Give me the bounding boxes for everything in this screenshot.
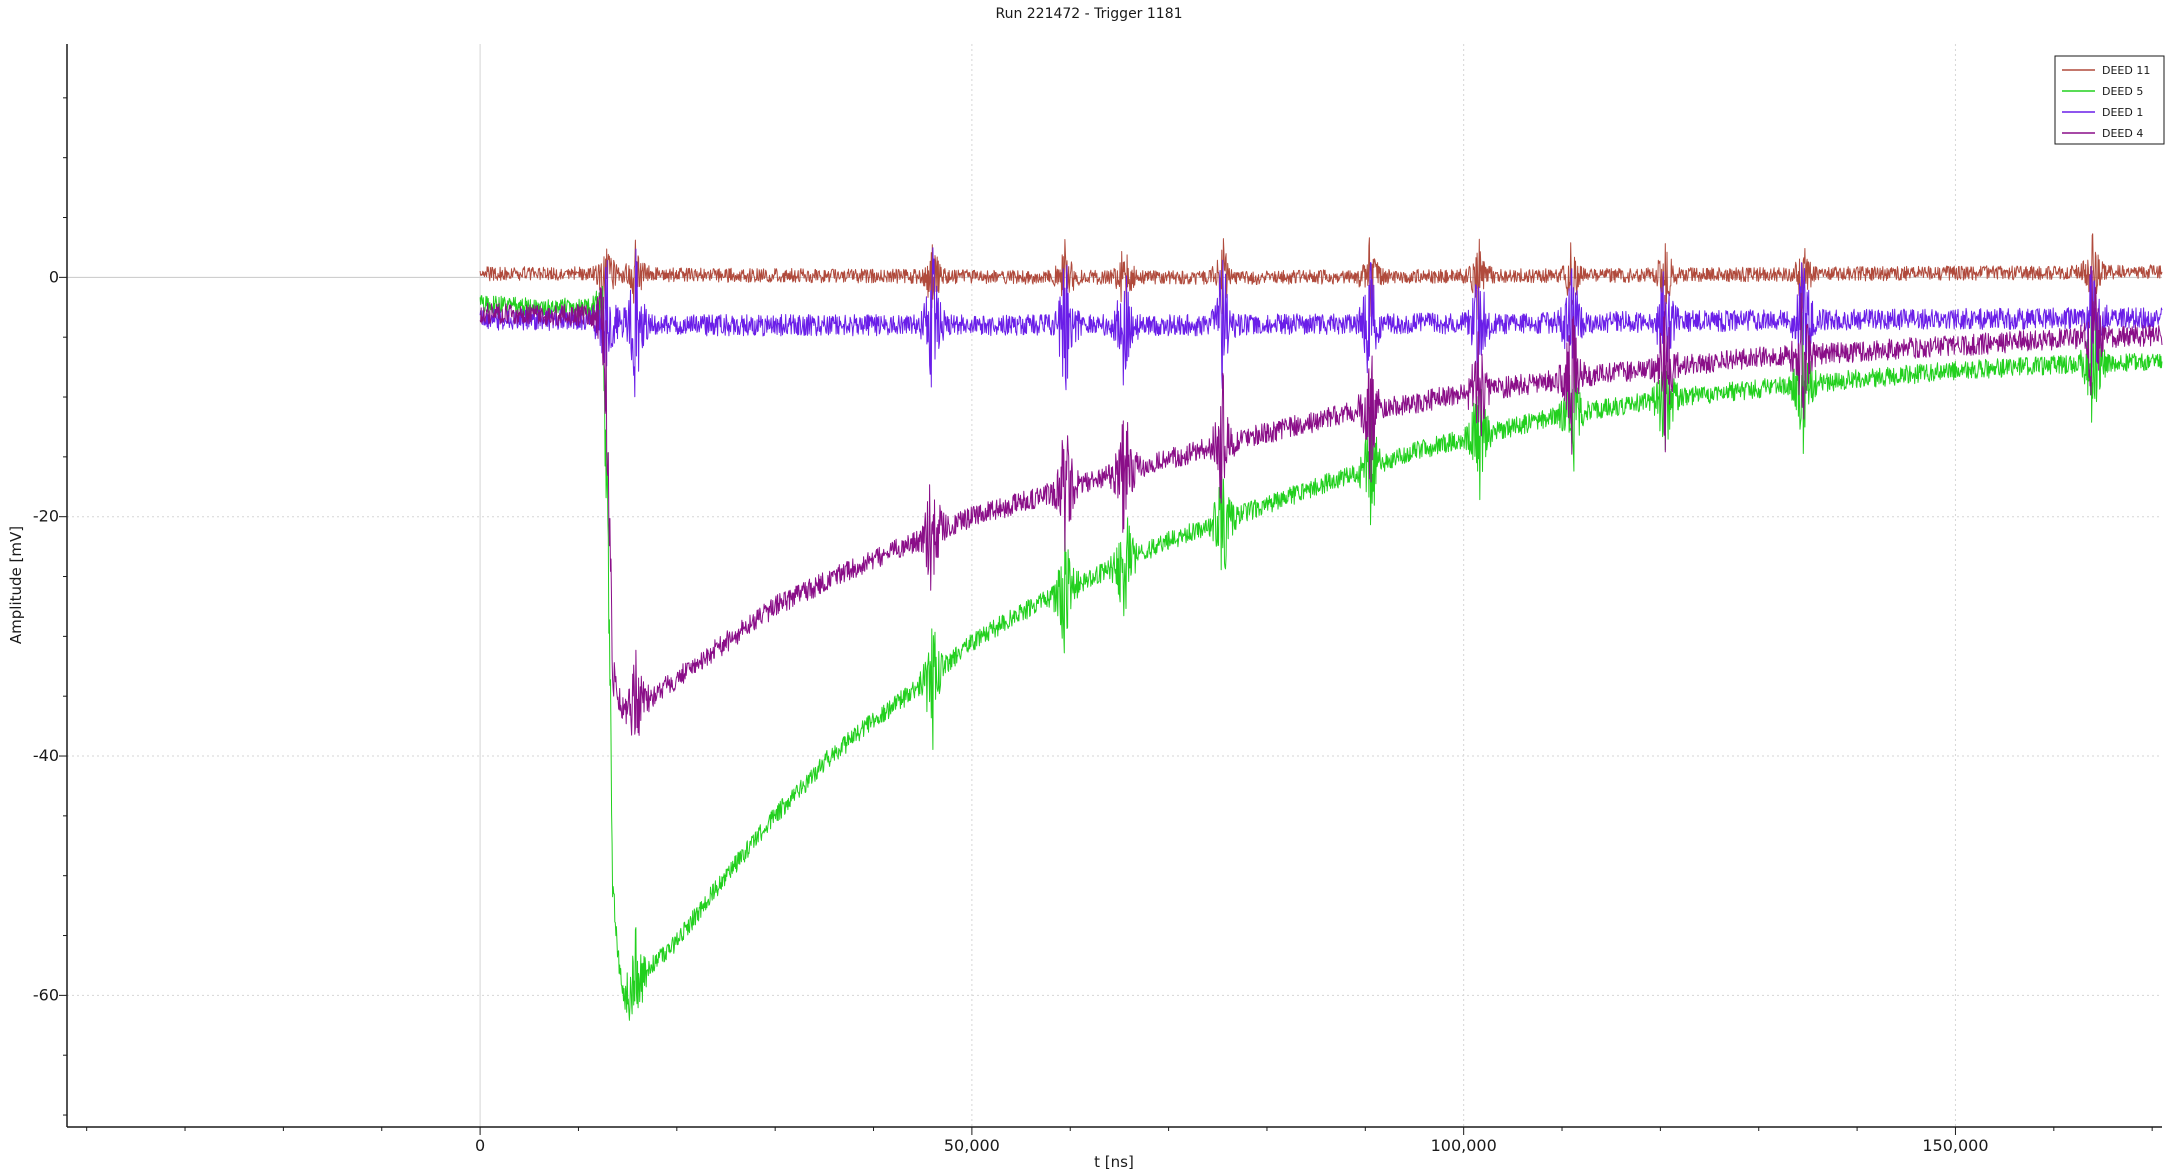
x-axis-ticks: 0 50,000 100,000 150,000: [86, 1127, 2153, 1155]
y-tick-label: -60: [33, 985, 59, 1004]
series-line-deed-1: [479, 247, 2163, 398]
x-axis-label: t [ns]: [1094, 1153, 1134, 1171]
series-line-deed-4: [479, 270, 2163, 736]
y-tick-label: -20: [33, 507, 59, 526]
legend-entry: DEED 11: [2102, 64, 2150, 77]
y-tick-label: -40: [33, 746, 59, 765]
x-tick-label: 50,000: [944, 1136, 1000, 1155]
y-axis-ticks: 0 -20 -40 -60: [33, 97, 67, 1116]
y-tick-label: 0: [49, 267, 59, 286]
plot-background: [67, 44, 2162, 1127]
x-tick-label: 100,000: [1431, 1136, 1497, 1155]
series-line-deed-11: [479, 233, 2163, 320]
chart-title: Run 221472 - Trigger 1181: [995, 6, 1182, 22]
series-layer: [479, 233, 2163, 1021]
grid-lines: [67, 44, 2162, 1127]
series-line-deed-5: [479, 285, 2163, 1021]
legend-entry: DEED 1: [2102, 106, 2143, 119]
x-tick-label: 0: [475, 1136, 485, 1155]
y-axis-label: Amplitude [mV]: [7, 526, 25, 644]
legend: DEED 11 DEED 5 DEED 1 DEED 4: [2054, 55, 2165, 145]
x-tick-label: 150,000: [1922, 1136, 1988, 1155]
legend-entry: DEED 5: [2102, 85, 2143, 98]
axes: [66, 44, 2162, 1128]
legend-entry: DEED 4: [2102, 127, 2143, 140]
